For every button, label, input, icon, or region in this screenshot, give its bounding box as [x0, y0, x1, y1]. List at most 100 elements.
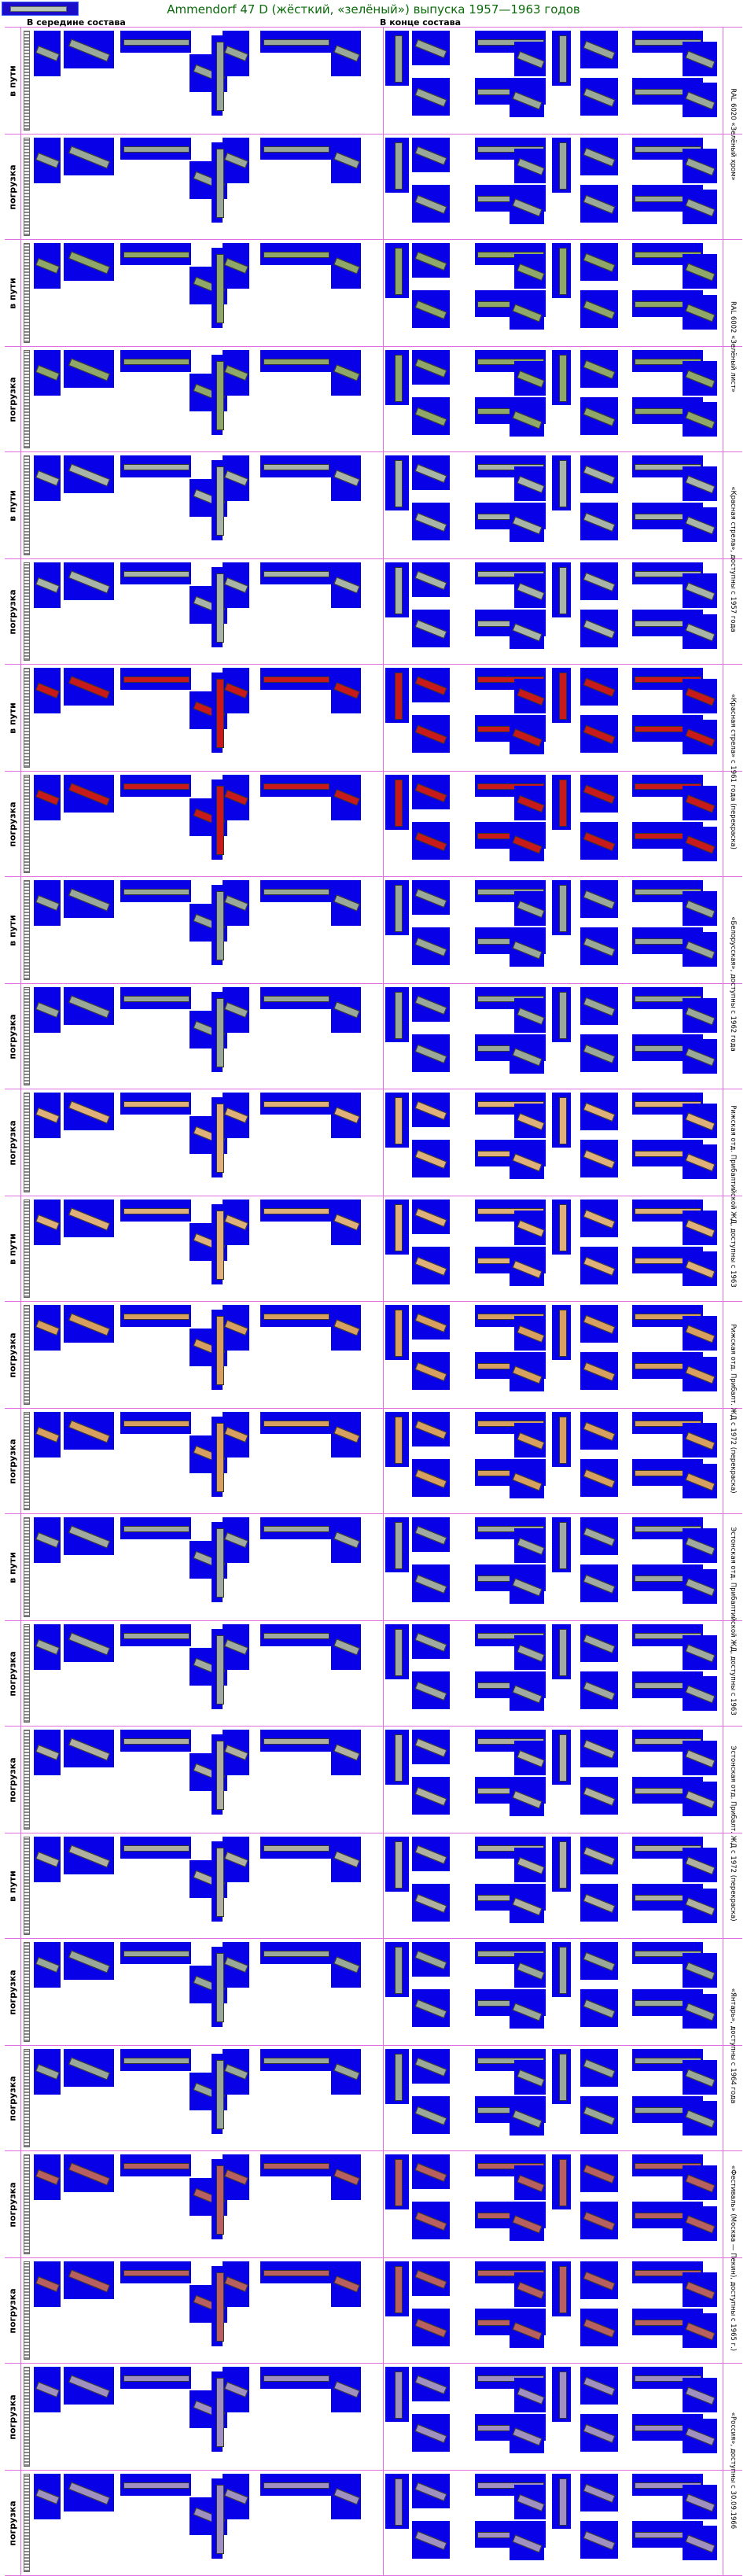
wagon-car-icon: [685, 1578, 716, 1598]
wagon-car-icon: [685, 2493, 716, 2513]
wagon-sprite-tile: [385, 2367, 409, 2422]
wagon-sprite-tile: [682, 786, 717, 820]
wagon-sprite-tile: [259, 1730, 331, 1752]
wagon-sprite-tile: [385, 987, 409, 1042]
wagon-sprite-tile: [411, 987, 450, 1022]
wagon-sprite-tile: [33, 1942, 61, 1988]
scale-strip: [21, 240, 32, 346]
wagon-car-icon: [516, 1432, 545, 1450]
wagon-car-icon: [559, 566, 568, 615]
row-state-label: в пути: [7, 64, 18, 97]
livery-row: погрузка RAL 6002 «Зелёный лист»: [5, 301, 742, 452]
end-of-train-cell: [384, 1833, 724, 1938]
wagon-car-icon: [685, 1856, 716, 1876]
wagon-sprite-tile: [551, 1200, 571, 1255]
wagon-sprite-tile: [551, 350, 571, 405]
wagon-car-icon: [215, 891, 224, 960]
wagon-sprite-tile: [385, 562, 409, 617]
wagon-sprite-tile: [211, 2371, 224, 2452]
row-state-label: в пути: [7, 702, 18, 734]
livery-caption-cell: «Красная стрела», доступны с 1957 года: [723, 486, 742, 664]
wagon-car-icon: [512, 411, 543, 430]
wagon-sprite-tile: [259, 1412, 331, 1434]
wagon-car-icon: [583, 1681, 616, 1701]
wagon-car-icon: [414, 1845, 448, 1865]
wagon-car-icon: [394, 2265, 403, 2314]
wagon-sprite-tile: [63, 1730, 114, 1767]
wagon-sprite-tile: [222, 1093, 249, 1138]
wagon-car-icon: [224, 2064, 249, 2080]
wagon-car-icon: [559, 35, 568, 83]
wagon-car-icon: [583, 1149, 616, 1170]
wagon-sprite-tile: [411, 1459, 450, 1497]
end-of-train-cell: [384, 877, 724, 983]
wagon-sprite-tile: [411, 668, 450, 702]
wagon-car-icon: [123, 889, 190, 896]
wagon-sprite-tile: [580, 1837, 618, 1874]
wagon-sprite-tile: [411, 2521, 450, 2559]
wagon-car-icon: [263, 2270, 330, 2277]
wagon-car-icon: [583, 937, 616, 957]
wagon-sprite-tile: [63, 668, 114, 706]
wagon-car-icon: [224, 1957, 249, 1973]
row-state-label-cell: в пути: [5, 452, 21, 558]
middle-of-train-cell: [32, 559, 384, 664]
column-header-end: В конце состава: [380, 17, 462, 28]
wagon-car-icon: [414, 1149, 448, 1170]
wagon-sprite-tile: [411, 185, 450, 223]
wagon-car-icon: [583, 890, 616, 910]
middle-of-train-cell: [32, 1409, 384, 1513]
end-of-train-cell: [384, 2364, 724, 2470]
wagon-car-icon: [559, 884, 568, 933]
wagon-sprite-tile: [259, 2474, 331, 2496]
wagon-sprite-tile: [509, 720, 544, 754]
row-state-label: погрузка: [7, 2287, 18, 2334]
middle-of-train-cell: [32, 984, 384, 1089]
wagon-sprite-tile: [330, 2261, 361, 2307]
wagon-sprite-tile: [211, 460, 224, 540]
row-state-label-cell: в пути: [5, 877, 21, 983]
wagon-sprite-tile: [551, 2049, 571, 2104]
scale-strip: [21, 1196, 32, 1301]
wagon-sprite-tile: [513, 786, 546, 820]
row-state-label-cell: погрузка: [5, 559, 21, 664]
wagon-car-icon: [224, 1427, 249, 1443]
wagon-car-icon: [394, 1416, 403, 1465]
middle-of-train-cell: [32, 772, 384, 876]
wagon-car-icon: [583, 2318, 616, 2338]
wagon-sprite-tile: [682, 507, 717, 542]
wagon-car-icon: [224, 2489, 249, 2505]
wagon-car-icon: [123, 146, 190, 153]
wagon-car-icon: [333, 257, 360, 275]
wagon-car-icon: [583, 724, 616, 745]
wagon-car-icon: [559, 142, 568, 190]
wagon-car-icon: [516, 2282, 545, 2300]
wagon-sprite-tile: [63, 2261, 114, 2299]
scale-ticks-icon: [23, 1624, 30, 1723]
wagon-sprite-tile: [385, 1517, 409, 1572]
wagon-car-icon: [215, 2165, 224, 2235]
wagon-car-icon: [224, 683, 249, 699]
wagon-car-icon: [512, 1790, 543, 1810]
scale-ticks-icon: [23, 2261, 30, 2360]
end-of-train-cell: [384, 665, 724, 771]
scale-strip: [21, 452, 32, 558]
wagon-car-icon: [68, 1420, 111, 1443]
wagon-sprite-tile: [385, 2154, 409, 2209]
row-state-label: погрузка: [7, 801, 18, 847]
wagon-car-icon: [215, 1635, 224, 1704]
wagon-sprite-tile: [551, 1412, 571, 1467]
wagon-sprite-tile: [580, 1200, 618, 1237]
wagon-car-icon: [583, 1256, 616, 1277]
wagon-car-icon: [263, 2163, 330, 2170]
wagon-sprite-tile: [385, 455, 409, 510]
wagon-car-icon: [516, 1857, 545, 1875]
wagon-sprite-tile: [211, 1629, 224, 1709]
wagon-car-icon: [583, 1362, 616, 1382]
wagon-sprite-tile: [513, 1635, 546, 1670]
wagon-sprite-tile: [411, 715, 450, 753]
wagon-car-icon: [414, 359, 448, 378]
wagon-car-icon: [685, 900, 716, 919]
wagon-sprite-tile: [411, 1730, 450, 1764]
wagon-car-icon: [583, 619, 616, 639]
